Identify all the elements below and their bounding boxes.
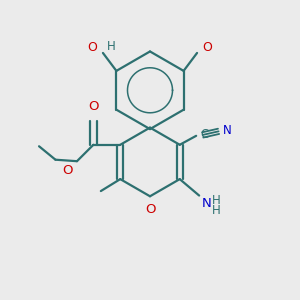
Text: O: O [202,41,212,54]
Text: O: O [88,41,98,54]
Text: H: H [107,40,116,53]
Text: O: O [88,100,99,113]
Text: N: N [202,197,212,210]
Text: H: H [212,205,220,218]
Text: O: O [62,164,73,177]
Text: C: C [200,128,208,141]
Text: N: N [223,124,232,137]
Text: H: H [212,194,220,207]
Text: O: O [145,203,155,216]
